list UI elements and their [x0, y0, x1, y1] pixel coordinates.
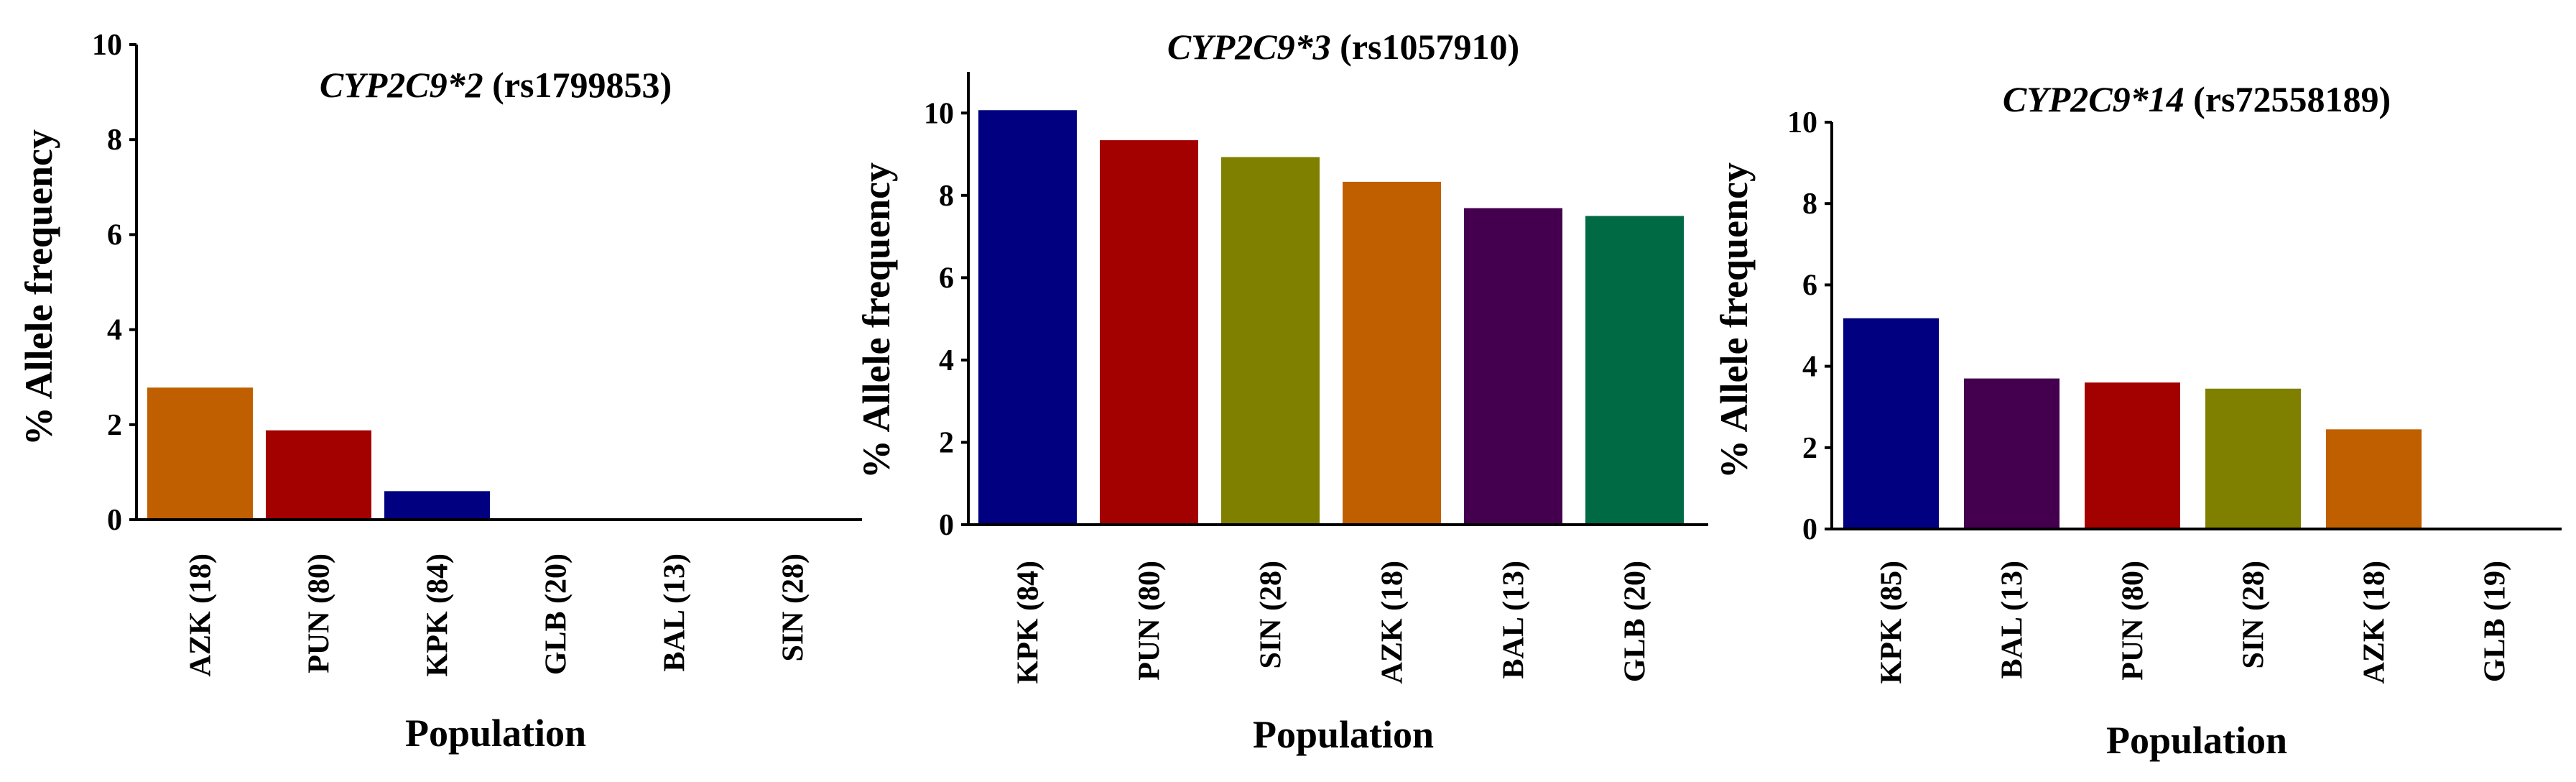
- category-label: GLB (19): [2479, 561, 2512, 682]
- y-axis-label: % Allele frequency: [1713, 162, 1756, 479]
- chart-title-rs: (rs1057910): [1331, 27, 1519, 67]
- chart-title: CYP2C9*3 (rs1057910): [1167, 27, 1519, 67]
- category-label: GLB (20): [1619, 561, 1652, 682]
- y-tick-label: 0: [107, 504, 122, 537]
- y-tick-label: 2: [1802, 432, 1817, 465]
- bar: [2085, 382, 2180, 529]
- category-label: SIN (28): [777, 553, 810, 662]
- bar: [1585, 216, 1684, 525]
- bar: [1221, 157, 1320, 525]
- y-axis-label: % Allele frequency: [17, 129, 60, 446]
- x-axis-label: Population: [1253, 713, 1434, 756]
- category-label: SIN (28): [2238, 561, 2271, 669]
- chart-title-gene: CYP2C9*3: [1167, 27, 1331, 67]
- y-tick-label: 4: [107, 314, 122, 347]
- chart-title-gene: CYP2C9*2: [320, 65, 483, 105]
- category-label: SIN (28): [1255, 561, 1288, 669]
- bar: [1100, 140, 1198, 525]
- y-tick-label: 2: [939, 426, 954, 459]
- chart-title: CYP2C9*14 (rs72558189): [2003, 79, 2391, 119]
- bar: [1464, 208, 1562, 525]
- y-tick-label: 8: [107, 124, 122, 157]
- chart-cyp2c9-14: 0 2 4 6 8 10 KPK (85) BAL (13) PUN (80) SIN (28) A…: [1713, 79, 2562, 762]
- y-tick-label: 4: [939, 344, 954, 377]
- category-label: PUN (80): [303, 553, 336, 673]
- y-tick-label: 2: [107, 409, 122, 442]
- chart-cyp2c9-2: 0 2 4 6 8 10 AZK (18) PUN (80) KPK (84) GLB (20) B…: [17, 29, 862, 755]
- category-label: AZK (18): [2358, 561, 2391, 684]
- chart-title-rs: (rs1799853): [483, 65, 672, 105]
- category-label: KPK (85): [1876, 561, 1909, 684]
- category-label: BAL (13): [1996, 561, 2029, 679]
- y-tick-label: 8: [1802, 188, 1817, 221]
- category-label: AZK (18): [1376, 561, 1409, 684]
- chart-cyp2c9-3: 0 2 4 6 8 10 KPK (84) PUN (80) SIN (28) AZK (18) B…: [855, 27, 1708, 756]
- y-axis-label: % Allele frequency: [855, 162, 898, 479]
- bar: [1843, 318, 1939, 529]
- y-tick-label: 4: [1802, 351, 1817, 384]
- y-tick-label: 10: [1787, 106, 1817, 139]
- category-label: BAL (13): [1498, 561, 1531, 679]
- y-tick-label: 0: [1802, 513, 1817, 546]
- chart-title-rs: (rs72558189): [2184, 79, 2391, 119]
- category-label: KPK (84): [1012, 561, 1045, 684]
- category-label: PUN (80): [1134, 561, 1167, 681]
- chart-title-gene: CYP2C9*14: [2003, 79, 2184, 119]
- y-tick-label: 6: [107, 218, 122, 252]
- category-label: KPK (84): [422, 553, 455, 676]
- bar: [384, 491, 490, 520]
- y-tick-label: 6: [1802, 269, 1817, 302]
- bar: [266, 430, 371, 520]
- x-axis-label: Population: [2106, 719, 2287, 762]
- category-label: GLB (20): [540, 553, 573, 675]
- y-tick-label: 6: [939, 262, 954, 295]
- y-tick-label: 10: [92, 29, 122, 62]
- bar: [1964, 378, 2060, 529]
- y-tick-label: 10: [924, 97, 954, 130]
- bar: [2326, 429, 2422, 529]
- category-label: AZK (18): [185, 553, 218, 677]
- bar: [147, 387, 253, 520]
- x-axis-label: Population: [405, 712, 586, 755]
- category-label: BAL (13): [659, 553, 692, 672]
- y-tick-label: 0: [939, 509, 954, 542]
- category-label: PUN (80): [2117, 561, 2150, 681]
- bar: [978, 110, 1077, 525]
- chart-title: CYP2C9*2 (rs1799853): [320, 65, 672, 105]
- bar: [2205, 388, 2301, 529]
- bar: [1343, 181, 1441, 525]
- y-tick-label: 8: [939, 180, 954, 213]
